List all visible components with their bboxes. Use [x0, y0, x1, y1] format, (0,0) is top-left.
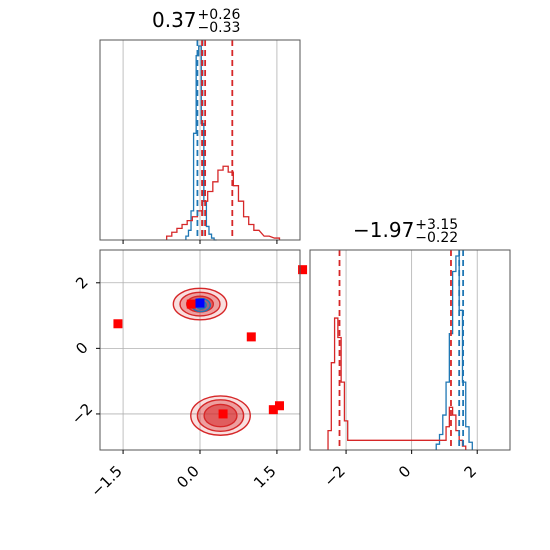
hist2-xtick-label-1: 0: [395, 462, 414, 481]
hist2-series-0: [435, 255, 473, 450]
scatter-ytick-label-2: 2: [72, 273, 91, 292]
scatter-xtick-label-1: 0.0: [173, 462, 203, 492]
scatter-point-6: [218, 409, 228, 419]
panel-frame-h2: [309, 249, 511, 451]
scatter-ytick-label-0: −2: [68, 400, 96, 428]
hist2-xtick-label-0: −2: [321, 462, 349, 490]
scatter-ytick-label-1: 0: [72, 339, 91, 358]
title-param2-errors: +3.15 −0.22: [415, 216, 459, 246]
title-param1-minus: −0.33: [197, 19, 241, 36]
hist2-xtick-label-2: 2: [461, 462, 480, 481]
title-param1: 0.37 +0.26 −0.33: [152, 8, 240, 35]
scatter-point-2: [246, 332, 256, 342]
scatter-point-1: [113, 319, 123, 329]
title-param1-errors: +0.26 −0.33: [197, 6, 241, 36]
scatter-point-4: [268, 405, 278, 415]
scatter-point-3: [274, 401, 284, 411]
hist1-series-1: [166, 165, 281, 240]
title-param2: −1.97 +3.15 −0.22: [353, 218, 458, 245]
title-param2-plus: +3.15: [415, 216, 459, 233]
title-param2-median: −1.97: [353, 218, 415, 242]
scatter-point-0: [298, 265, 308, 275]
hist2-series-1: [327, 317, 467, 450]
scatter-xtick-label-2: 1.5: [250, 462, 280, 492]
title-param1-median: 0.37: [152, 8, 197, 32]
scatter-point-5: [186, 299, 196, 309]
title-param2-minus: −0.22: [415, 229, 459, 246]
scatter-xtick-label-0: −1.5: [87, 462, 125, 500]
scatter-point-7: [195, 298, 205, 308]
title-param1-plus: +0.26: [197, 6, 241, 23]
